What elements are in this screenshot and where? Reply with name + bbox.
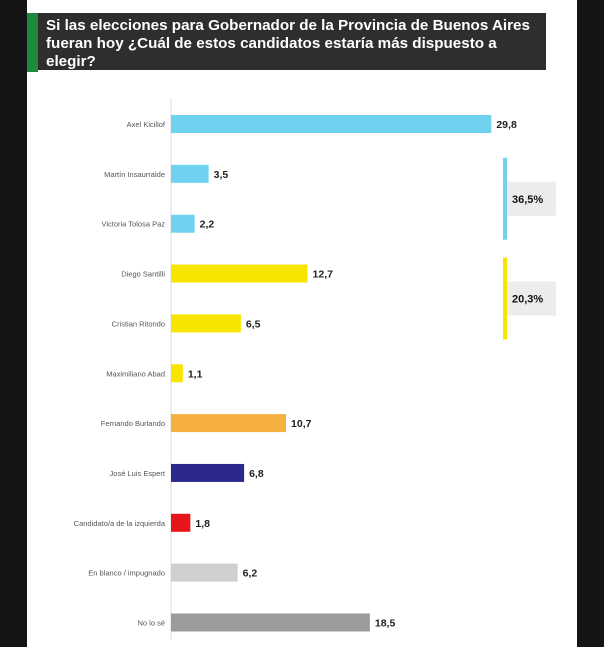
category-label: Victoria Tolosa Paz	[101, 220, 165, 229]
category-label: No lo sé	[137, 619, 165, 628]
bar	[171, 314, 241, 333]
category-label: Maximiliano Abad	[106, 369, 165, 378]
bar	[171, 513, 191, 532]
value-label: 12,7	[313, 269, 334, 281]
title-banner	[27, 13, 546, 70]
value-label: 18,5	[375, 618, 396, 630]
bar	[171, 563, 238, 582]
value-label: 2,2	[200, 219, 215, 231]
chart-title: Si las elecciones para Gobernador de la …	[46, 17, 546, 71]
group-bracket	[503, 257, 507, 340]
value-label: 29,8	[496, 119, 517, 131]
category-label: Fernando Burlando	[101, 419, 165, 428]
category-label: Axel Kicillof	[127, 120, 166, 129]
value-label: 3,5	[214, 169, 229, 181]
chart-card	[27, 0, 577, 647]
bar	[171, 164, 209, 183]
chart-title-line-2: fueran hoy ¿Cuál de estos candidatos est…	[46, 35, 497, 70]
bar	[171, 613, 370, 632]
value-label: 1,1	[188, 368, 203, 380]
group-total-box	[503, 281, 556, 316]
value-label: 6,5	[246, 318, 261, 330]
value-label: 1,8	[195, 518, 210, 530]
group-total-label: 20,3%	[512, 293, 543, 305]
category-label: En blanco / impugnado	[88, 569, 165, 578]
group-totals-layer: 36,5% 20,3%	[503, 157, 556, 340]
category-label: Cristian Ritondo	[112, 319, 165, 328]
category-label: José Luis Espert	[110, 469, 166, 478]
title-accent-bar	[27, 13, 38, 72]
bar	[171, 264, 308, 283]
value-label: 6,8	[249, 468, 264, 480]
group-total-box	[503, 181, 556, 216]
category-label: Martín Insaurralde	[104, 170, 165, 179]
category-label: Candidato/a de la izquierda	[74, 519, 166, 528]
bar	[171, 414, 287, 433]
bar	[171, 214, 195, 233]
group-bracket	[503, 157, 507, 240]
value-label: 10,7	[291, 418, 312, 430]
bar	[171, 364, 183, 383]
value-label: 6,2	[243, 568, 258, 580]
bar	[171, 115, 492, 133]
bars-layer: Axel Kicillof 29,8 Martín Insaurralde 3,5 Vi…	[74, 115, 517, 632]
bar	[171, 463, 245, 482]
category-label: Diego Santilli	[121, 270, 165, 279]
group-total-label: 36,5%	[512, 194, 543, 206]
chart-title-line-1: Si las elecciones para Gobernador de la …	[46, 17, 530, 34]
